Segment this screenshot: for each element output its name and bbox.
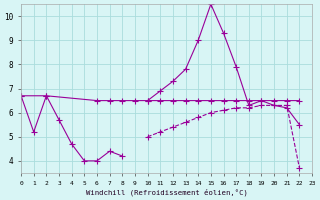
X-axis label: Windchill (Refroidissement éolien,°C): Windchill (Refroidissement éolien,°C) — [86, 188, 247, 196]
